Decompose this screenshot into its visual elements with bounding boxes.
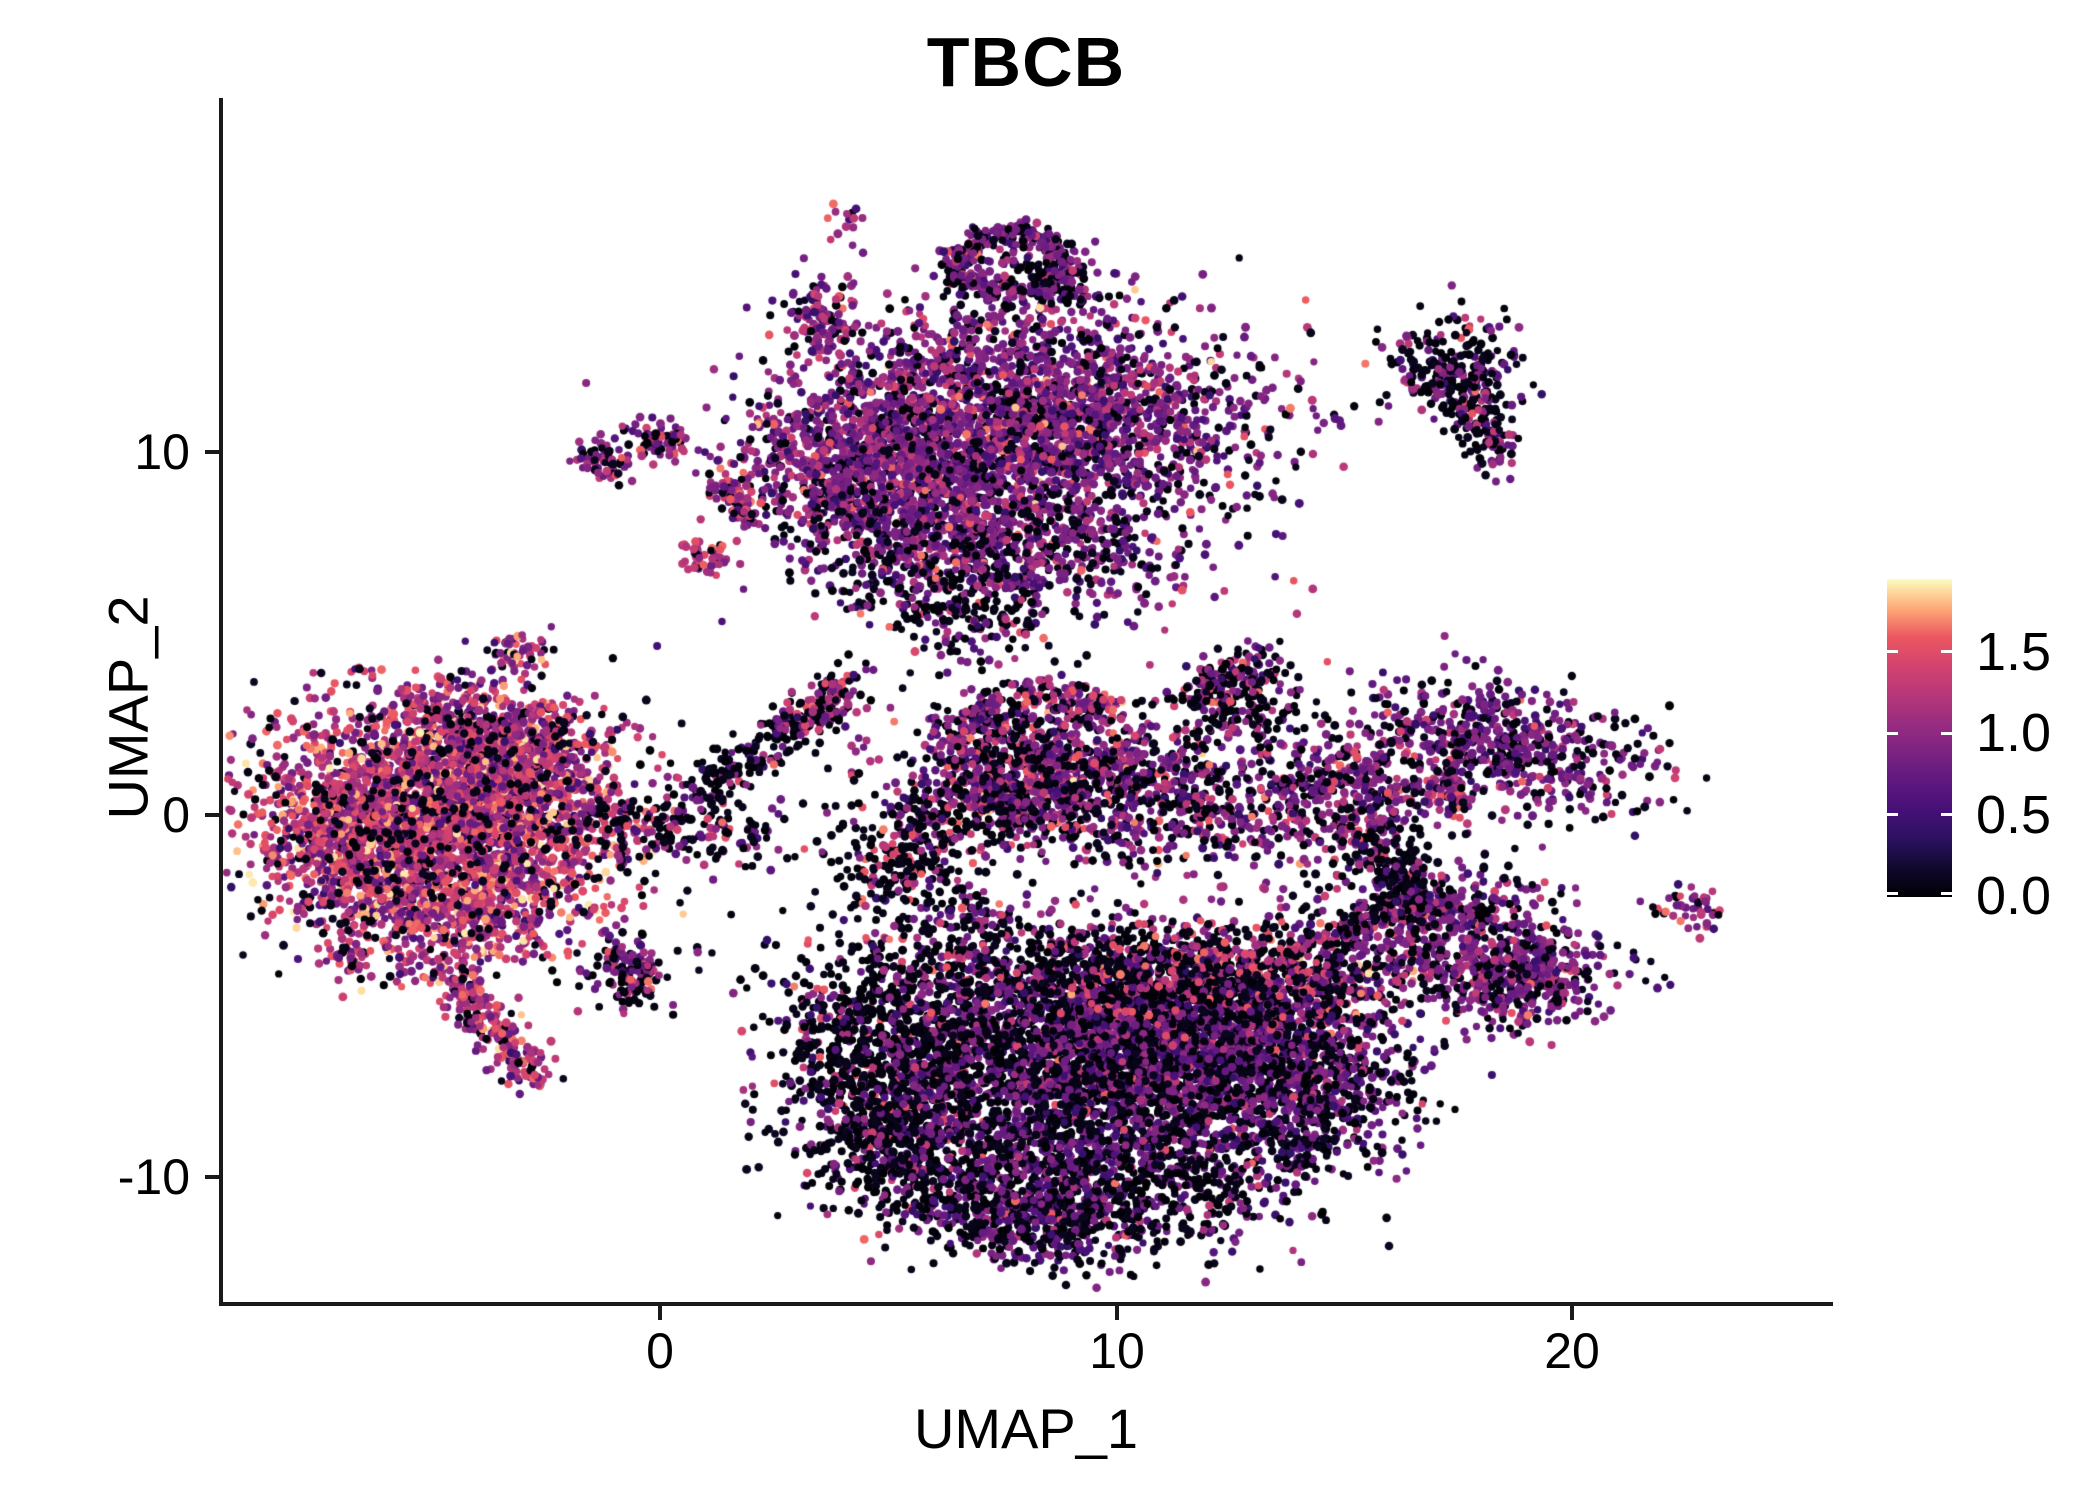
y-tick-label-m10: -10: [117, 1149, 190, 1205]
colorbar-gradient: [1887, 579, 1952, 897]
colorbar-tick-1.5-left: [1887, 650, 1898, 653]
colorbar-tick-0.5-left: [1887, 813, 1898, 816]
x-tick-0: [658, 1306, 662, 1320]
colorbar-tick-1.0-left: [1887, 732, 1898, 735]
x-tick-label-0: 0: [646, 1323, 674, 1379]
y-axis-title: UMAP_2: [96, 595, 160, 820]
colorbar-label-1.5: 1.5: [1976, 622, 2052, 682]
colorbar-label-1.0: 1.0: [1976, 703, 2052, 763]
x-axis-title: UMAP_1: [913, 1397, 1139, 1460]
x-axis-line: [219, 1302, 1833, 1306]
colorbar-tick-0.0-right: [1941, 892, 1952, 895]
y-tick-label-0: 0: [162, 787, 190, 843]
colorbar-label-0.5: 0.5: [1976, 785, 2052, 845]
colorbar-tick-0.0-left: [1887, 892, 1898, 895]
colorbar-tick-0.5-right: [1941, 813, 1952, 816]
plot-title: TBCB: [926, 23, 1126, 101]
x-tick-label-10: 10: [1089, 1323, 1145, 1379]
y-tick-m10: [205, 1175, 219, 1179]
colorbar-label-0.0: 0.0: [1976, 866, 2052, 926]
colorbar-tick-1.0-right: [1941, 732, 1952, 735]
colorbar-tick-1.5-right: [1941, 650, 1952, 653]
y-tick-10: [205, 450, 219, 454]
x-tick-20: [1570, 1306, 1574, 1320]
y-tick-0: [205, 813, 219, 817]
x-tick-label-20: 20: [1544, 1323, 1600, 1379]
y-axis-line: [219, 98, 223, 1306]
x-tick-10: [1115, 1306, 1119, 1320]
y-tick-label-10: 10: [134, 424, 190, 480]
